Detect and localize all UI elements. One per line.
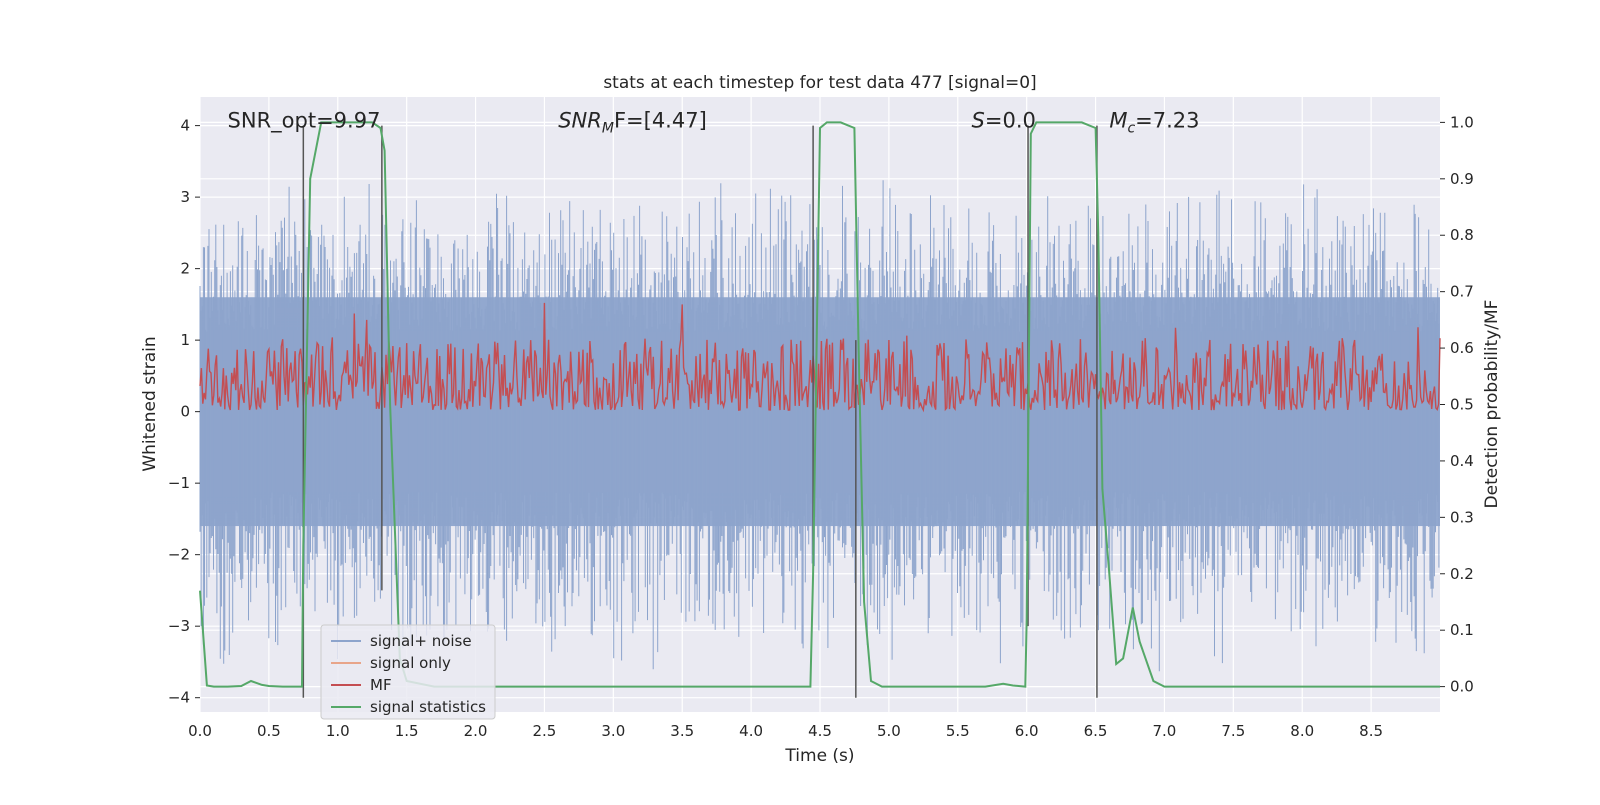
x-tick-label: 1.5 xyxy=(395,722,419,740)
legend-box xyxy=(320,624,496,720)
legend-label: MF xyxy=(370,676,392,694)
x-tick-label: 3.0 xyxy=(601,722,625,740)
y-right-tick-label: 0.1 xyxy=(1450,621,1474,639)
x-tick-label: 7.5 xyxy=(1221,722,1245,740)
y-right-ticks: 1.0 0.9 0.8 0.7 0.6 0.5 0.4 0.3 0.2 0.1 0.0 xyxy=(1440,113,1474,696)
x-tick-label: 2.5 xyxy=(533,722,557,740)
x-tick-label: 7.0 xyxy=(1153,722,1177,740)
annotation-2: S=0.0 xyxy=(972,109,1036,133)
y-right-tick-label: 0.4 xyxy=(1450,452,1474,470)
y-tick-label: −3 xyxy=(168,617,190,635)
y-ticks: 4 3 2 1 0 −1 −2 −3 −4 xyxy=(168,117,200,707)
y-right-axis-label: Detection probability/MF xyxy=(1482,300,1502,509)
legend: signal+ noise signal only MF signal statist… xyxy=(320,624,496,720)
x-tick-label: 4.0 xyxy=(739,722,763,740)
legend-label: signal only xyxy=(370,654,451,672)
y-tick-label: 2 xyxy=(180,260,190,278)
x-ticks: 0.0 0.5 1.0 1.5 2.0 2.5 3.0 3.5 4.0 4.5 5.0 5.5 6.0 6… xyxy=(188,722,1383,740)
legend-label: signal statistics xyxy=(370,698,486,716)
legend-label: signal+ noise xyxy=(370,632,472,650)
x-tick-label: 2.0 xyxy=(464,722,488,740)
y-tick-label: −2 xyxy=(168,546,190,564)
y-tick-label: 3 xyxy=(180,188,190,206)
annotation-3: Mc=7.23 xyxy=(1109,109,1199,137)
x-tick-label: 6.5 xyxy=(1084,722,1108,740)
x-tick-label: 0.5 xyxy=(257,722,281,740)
mf-line xyxy=(199,302,1441,413)
annotation-0: SNR_opt=9.97 xyxy=(228,109,381,134)
y-right-tick-label: 0.5 xyxy=(1450,396,1474,414)
y-right-tick-label: 1.0 xyxy=(1450,113,1474,131)
x-tick-label: 3.5 xyxy=(670,722,694,740)
y-right-tick-label: 0.9 xyxy=(1450,170,1474,188)
x-tick-label: 6.0 xyxy=(1015,722,1039,740)
signal-statistics-series xyxy=(199,121,1440,688)
y-tick-label: 4 xyxy=(180,117,190,135)
y-axis-label: Whitened strain xyxy=(140,336,160,471)
y-right-tick-label: 0.8 xyxy=(1450,226,1474,244)
y-right-tick-label: 0.2 xyxy=(1450,565,1474,583)
y-right-tick-label: 0.6 xyxy=(1450,339,1474,357)
annotation-1: SNRMF=[4.47] xyxy=(558,109,707,137)
x-tick-label: 8.5 xyxy=(1359,722,1383,740)
x-tick-label: 8.0 xyxy=(1290,722,1314,740)
y-right-tick-label: 0.7 xyxy=(1450,283,1474,301)
chart-title: stats at each timestep for test data 477… xyxy=(603,73,1036,93)
x-tick-label: 5.5 xyxy=(946,722,970,740)
x-axis-label: Time (s) xyxy=(784,746,854,766)
signal-statistics-line xyxy=(199,121,1440,688)
x-tick-label: 0.0 xyxy=(188,722,212,740)
y-right-tick-label: 0.0 xyxy=(1450,678,1474,696)
y-tick-label: 1 xyxy=(180,331,190,349)
y-tick-label: 0 xyxy=(180,403,190,421)
signal-noise-series xyxy=(199,180,1440,672)
mf-series xyxy=(199,302,1441,413)
x-tick-label: 4.5 xyxy=(808,722,832,740)
x-tick-label: 5.0 xyxy=(877,722,901,740)
y-tick-label: −1 xyxy=(168,474,190,492)
annotations: SNR_opt=9.97 SNRMF=[4.47] S=0.0 Mc=7.23 xyxy=(228,109,1200,137)
x-tick-label: 1.0 xyxy=(326,722,350,740)
y-right-tick-label: 0.3 xyxy=(1450,508,1474,526)
y-tick-label: −4 xyxy=(168,689,190,707)
